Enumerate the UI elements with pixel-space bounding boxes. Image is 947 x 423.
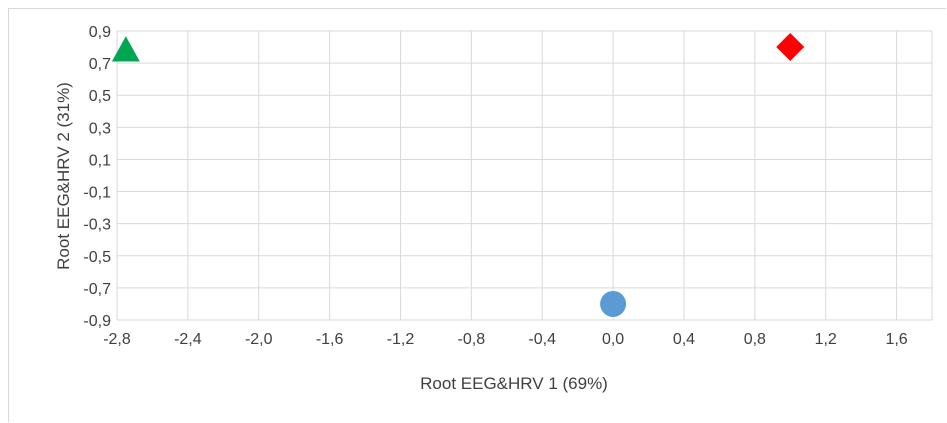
y-tick-label: -0,7 <box>83 281 111 298</box>
x-tick-label: -2,8 <box>103 331 131 348</box>
x-tick-label: -0,8 <box>458 331 486 348</box>
x-tick-label: 1,6 <box>885 331 907 348</box>
y-tick-label: -0,9 <box>83 313 111 330</box>
y-tick-label: 0,7 <box>89 56 111 73</box>
y-axis-title: Root EEG&HRV 2 (31%) <box>54 82 73 270</box>
y-tick-label: -0,3 <box>83 217 111 234</box>
y-tick-label: -0,5 <box>83 249 111 266</box>
x-tick-label: 0,4 <box>673 331 695 348</box>
x-tick-label: -1,6 <box>316 331 344 348</box>
x-axis-title: Root EEG&HRV 1 (69%) <box>420 374 608 393</box>
diamond-point <box>776 33 805 62</box>
x-axis-ticks: -2,8 -2,4 -2,0 -1,6 -1,2 -0,8 -0,4 0,0 0,4 0,8 1,2… <box>103 331 908 348</box>
x-tick-label: 0,0 <box>602 331 624 348</box>
chart-frame <box>8 8 946 422</box>
y-axis-ticks: 0,9 0,7 0,5 0,3 0,1 -0,1 -0,3 -0,5 -0,7 -0,9 <box>83 24 111 330</box>
y-tick-label: 0,5 <box>89 88 111 105</box>
circle-point <box>600 290 627 317</box>
x-tick-label: -0,4 <box>528 331 556 348</box>
y-tick-label: 0,9 <box>89 24 111 41</box>
x-tick-label: -1,2 <box>387 331 415 348</box>
x-tick-label: -2,4 <box>174 331 202 348</box>
x-tick-label: 1,2 <box>815 331 837 348</box>
gridlines <box>116 30 933 321</box>
x-tick-label: -2,0 <box>245 331 273 348</box>
triangle-point <box>111 36 140 62</box>
y-tick-label: 0,3 <box>89 120 111 137</box>
y-tick-label: 0,1 <box>89 152 111 169</box>
y-tick-label: -0,1 <box>83 185 111 202</box>
x-tick-label: 0,8 <box>744 331 766 348</box>
data-points <box>111 33 805 317</box>
